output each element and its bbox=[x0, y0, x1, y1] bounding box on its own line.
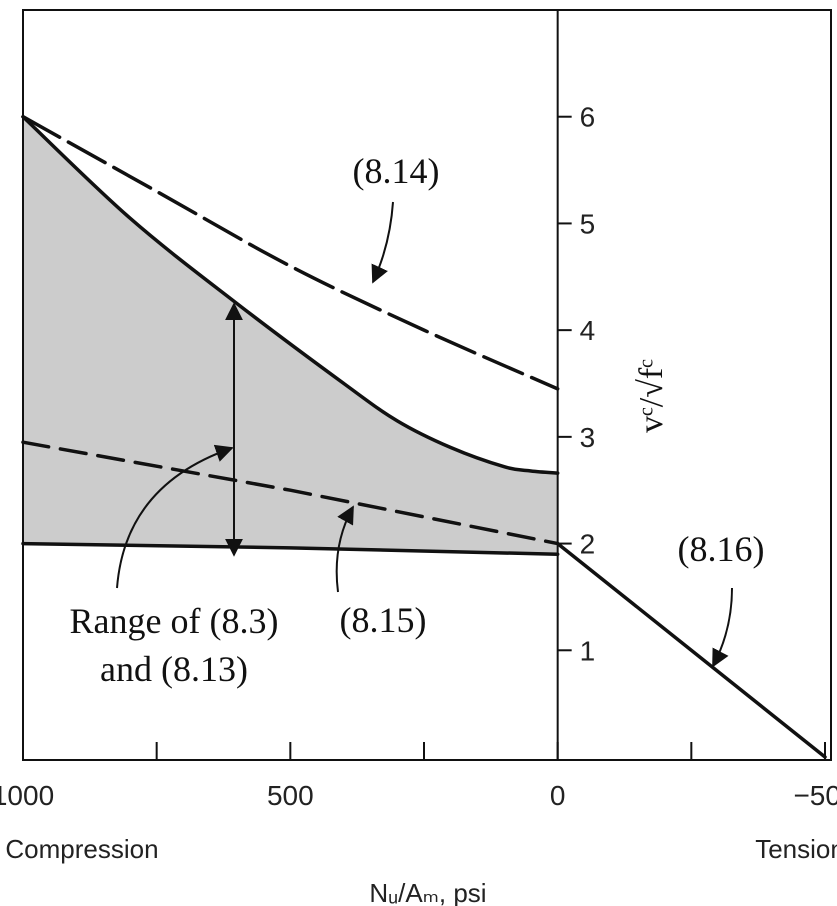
label-range-line2: and (8.13) bbox=[100, 649, 248, 689]
y-tick-label: 6 bbox=[580, 102, 596, 133]
x-tick-label: 1000 bbox=[0, 780, 54, 811]
y-axis-label: vᶜ/√fᶜ bbox=[633, 359, 670, 433]
label-8-14: (8.14) bbox=[353, 151, 440, 191]
leader-range bbox=[116, 444, 234, 589]
x-region-label-tension: Tension bbox=[755, 834, 837, 864]
series-line-eq816 bbox=[555, 541, 827, 759]
y-tick-label: 3 bbox=[580, 422, 596, 453]
leader-8-14 bbox=[371, 201, 394, 284]
x-tick-label: 500 bbox=[267, 780, 314, 811]
series-line-eq815 bbox=[21, 440, 560, 546]
range-shaded-region bbox=[23, 116, 558, 555]
x-axis-label: Nᵤ/Aₘ, psi bbox=[369, 878, 486, 906]
series-line-upper-range bbox=[21, 114, 560, 475]
label-8-15: (8.15) bbox=[340, 600, 427, 640]
leader-8-15 bbox=[335, 505, 354, 593]
series-line-eq814 bbox=[21, 114, 560, 391]
y-tick-label: 4 bbox=[580, 315, 596, 346]
x-region-label-compression: Compression bbox=[5, 834, 158, 864]
label-8-16: (8.16) bbox=[678, 529, 765, 569]
leader-8-16 bbox=[712, 587, 733, 668]
y-tick-label: 1 bbox=[580, 635, 596, 666]
series-layer bbox=[21, 114, 827, 759]
x-axis-ticks: 1000 500 0 −500 bbox=[0, 742, 837, 811]
label-range-line1: Range of (8.3) bbox=[70, 601, 279, 641]
y-tick-label: 5 bbox=[580, 208, 596, 239]
y-axis-ticks: 1 2 3 4 5 6 bbox=[557, 102, 596, 666]
plot-frame bbox=[22, 9, 832, 761]
series-line-lower-range bbox=[21, 541, 560, 556]
x-tick-label: 0 bbox=[550, 780, 566, 811]
y-tick-label: 2 bbox=[580, 529, 596, 560]
x-tick-label: −500 bbox=[793, 780, 837, 811]
